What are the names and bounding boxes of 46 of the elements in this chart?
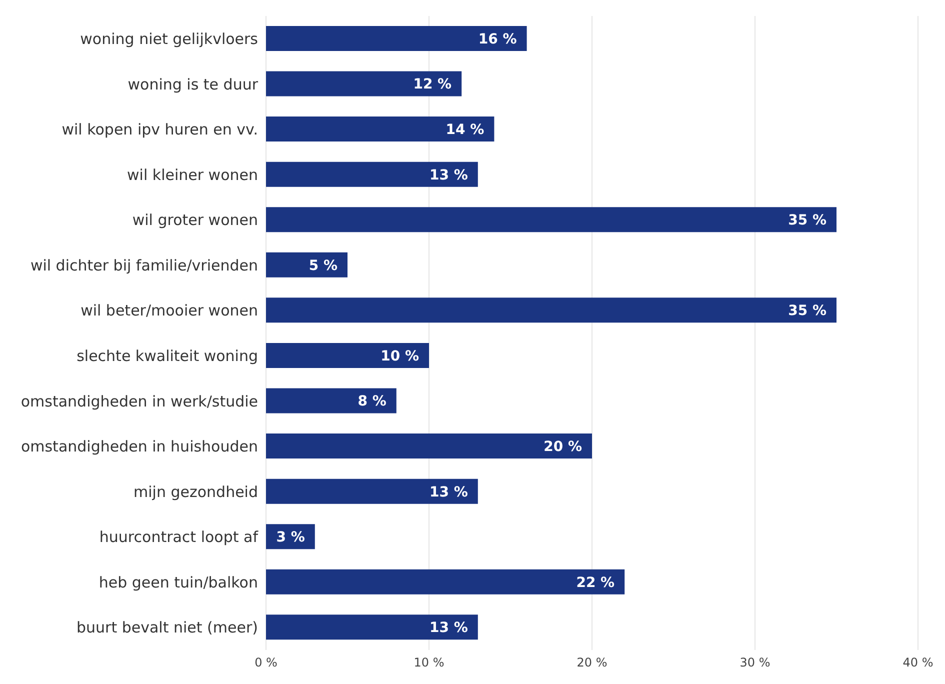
y-tick-label: woning is te duur [128,75,259,94]
y-tick-label: wil dichter bij familie/vrienden [30,256,258,274]
y-tick-label: buurt bevalt niet (meer) [76,618,258,637]
data-label: 16 % [478,31,517,48]
data-label: 13 % [430,167,468,184]
x-tick-label: 10 % [414,656,444,670]
x-tick-label: 20 % [576,656,608,670]
data-label: 22 % [576,574,615,591]
data-label: 35 % [788,212,826,229]
bar [266,252,348,278]
data-label: 20 % [544,439,582,456]
data-label: 13 % [430,620,468,636]
data-label: 5 % [308,258,338,274]
bar [266,388,396,414]
data-label: 35 % [788,303,826,320]
y-tick-label: slechte kwaliteit woning [76,346,258,365]
bar [266,116,494,142]
bar [266,26,527,51]
y-tick-label: heb geen tuin/balkon [98,573,258,592]
data-label: 14 % [446,122,484,138]
data-label: 10 % [380,348,419,364]
y-tick-label: wil kopen ipv huren en vv. [62,120,258,139]
y-tick-label: wil beter/mooier wonen [80,302,258,320]
data-label: 12 % [413,76,452,93]
y-tick-label: huurcontract loopt af [99,528,259,546]
y-tick-label: wil kleiner wonen [127,166,258,184]
x-tick-label: 40 % [902,656,934,670]
y-tick-label: wil groter wonen [132,211,258,230]
bar [266,207,836,232]
y-tick-label: mijn gezondheid [134,482,258,501]
bar [266,342,429,368]
data-label: 3 % [276,530,305,546]
bar [266,162,478,187]
y-tick-label: omstandigheden in huishouden [20,438,258,456]
bar [266,614,478,640]
bar [266,569,625,594]
bar [266,478,478,504]
bar [266,71,462,96]
data-label: 13 % [430,484,468,500]
y-tick-label: omstandigheden in werk/studie [20,392,258,410]
y-tick-label: woning niet gelijkvloers [80,30,258,48]
x-tick-label: 0 % [254,656,278,670]
bar [266,298,836,323]
data-label: 8 % [358,394,386,410]
x-tick-label: 30 % [740,656,770,670]
bar [266,434,592,459]
